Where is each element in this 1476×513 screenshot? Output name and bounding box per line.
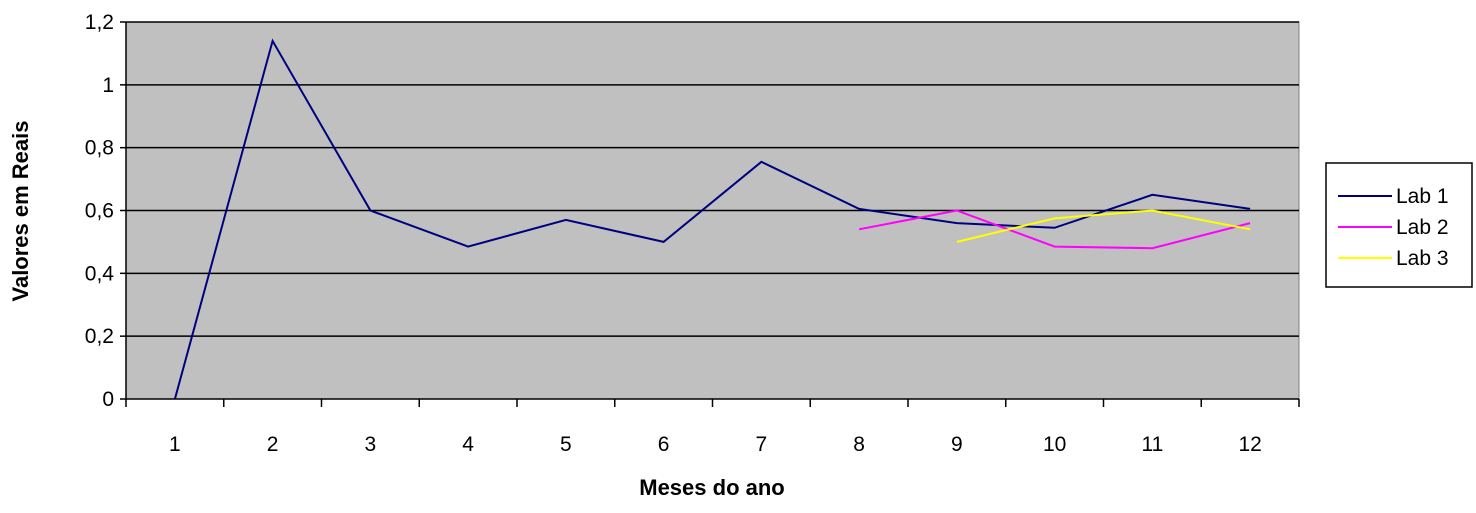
x-tick-label: 11 <box>1141 433 1163 456</box>
y-tick-label: 0 <box>102 388 114 411</box>
gridlines <box>126 21 1299 337</box>
x-tick-label: 1 <box>169 433 181 456</box>
x-tick-label: 6 <box>658 433 670 456</box>
y-tick-label: 0,4 <box>85 262 115 285</box>
x-tick-label: 8 <box>853 433 865 456</box>
y-tick-label: 1,2 <box>85 11 114 34</box>
x-tick-label: 12 <box>1238 433 1261 456</box>
x-tick-label: 3 <box>365 433 377 456</box>
y-tick-label: 1 <box>102 74 114 97</box>
x-tick-label: 9 <box>951 433 963 456</box>
legend-label-3: Lab 3 <box>1396 247 1449 270</box>
y-tick-label: 0,2 <box>85 325 114 348</box>
series-line-1 <box>173 38 1251 400</box>
y-axis-title: Valores em Reais <box>8 120 33 301</box>
x-tick-label: 2 <box>267 433 279 456</box>
series-line-3 <box>956 209 1251 243</box>
x-tick-label: 4 <box>462 433 474 456</box>
legend-label-2: Lab 2 <box>1396 216 1449 239</box>
x-tick-label: 5 <box>560 433 572 456</box>
y-tick-label: 0,8 <box>85 137 114 160</box>
y-tick-label: 0,6 <box>85 200 114 223</box>
axes: 00,20,40,60,811,21 2 3 4 5 6 7 8 9 10 11 12 <box>85 11 1300 456</box>
legend: Lab 1 Lab 2 Lab 3 <box>1325 162 1473 288</box>
x-tick-label: 7 <box>756 433 768 456</box>
x-axis-title: Meses do ano <box>639 475 784 500</box>
x-tick-label: 10 <box>1043 433 1066 456</box>
legend-box <box>1325 162 1473 288</box>
series-line-2 <box>858 209 1251 250</box>
legend-label-1: Lab 1 <box>1396 185 1449 208</box>
series-lines <box>173 38 1251 400</box>
